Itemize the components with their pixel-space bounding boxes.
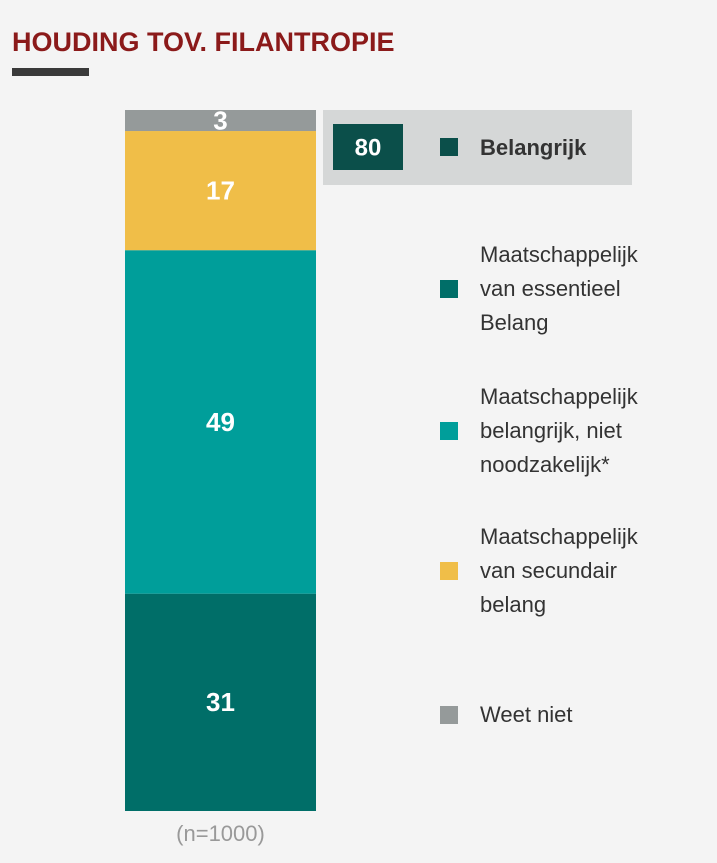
summary-swatch bbox=[440, 138, 458, 156]
bar-segment bbox=[125, 593, 316, 811]
bar-segment bbox=[125, 131, 316, 251]
data-label: 17 bbox=[206, 175, 235, 205]
title-underline bbox=[12, 68, 89, 76]
data-label: 31 bbox=[206, 687, 235, 717]
x-tick-label: (n=1000) bbox=[176, 821, 265, 846]
legend-swatch bbox=[440, 280, 458, 298]
legend-label: Maatschappelijk van secundair belang bbox=[480, 524, 638, 617]
summary-box bbox=[333, 124, 403, 170]
legend-swatch bbox=[440, 422, 458, 440]
data-label: 49 bbox=[206, 407, 235, 437]
bar-segment bbox=[125, 250, 316, 594]
data-label: 3 bbox=[213, 105, 227, 135]
chart-title: HOUDING TOV. FILANTROPIE bbox=[12, 27, 395, 57]
legend-label: Weet niet bbox=[480, 702, 573, 727]
legend-swatch bbox=[440, 562, 458, 580]
legend-label: Maatschappelijk belangrijk, niet noodzak… bbox=[480, 384, 638, 477]
legend-swatch bbox=[440, 706, 458, 724]
legend-label: Maatschappelijk van essentieel Belang bbox=[480, 242, 638, 335]
summary-value: 80 bbox=[355, 134, 382, 161]
summary-label: Belangrijk bbox=[480, 135, 587, 160]
bar-segment bbox=[125, 110, 316, 132]
